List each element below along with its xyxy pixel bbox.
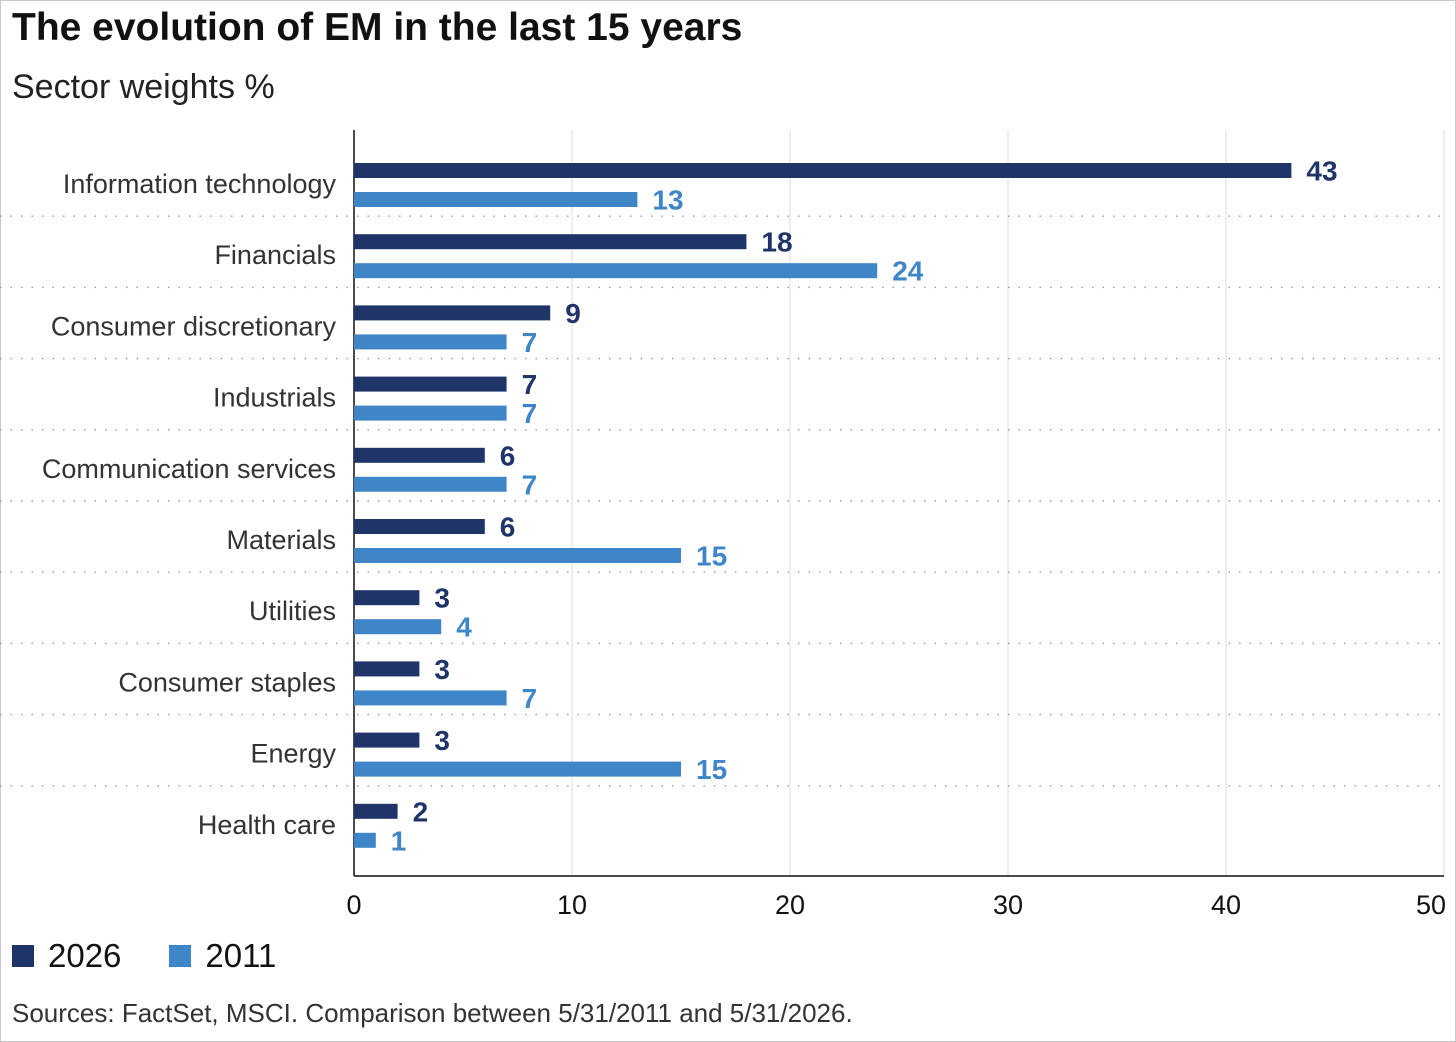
x-tick-label: 10	[557, 890, 587, 920]
data-label-2011: 7	[522, 327, 538, 358]
data-label-2011: 7	[522, 469, 538, 500]
category-label: Information technology	[63, 169, 337, 199]
bar-2011	[354, 405, 507, 421]
data-label-2026: 6	[500, 512, 516, 543]
x-tick-label: 0	[346, 890, 361, 920]
data-label-2011: 7	[522, 683, 538, 714]
bar-2011	[354, 334, 507, 350]
data-label-2026: 7	[522, 369, 538, 400]
x-tick-label: 40	[1211, 890, 1241, 920]
x-tick-label: 20	[775, 890, 805, 920]
data-label-2011: 13	[652, 185, 683, 216]
data-label-2026: 2	[413, 796, 429, 827]
legend-label-2011: 2011	[205, 937, 277, 974]
data-label-2026: 43	[1306, 156, 1337, 187]
bar-2011	[354, 263, 878, 279]
category-label: Energy	[250, 739, 336, 769]
bar-2011	[354, 192, 638, 207]
data-label-2026: 18	[761, 227, 792, 258]
category-label: Health care	[198, 810, 336, 840]
data-label-2011: 15	[696, 541, 727, 572]
bar-2026	[354, 305, 551, 321]
legend-swatch-2011	[169, 945, 192, 967]
data-label-2011: 7	[522, 398, 538, 429]
bar-2026	[354, 590, 420, 606]
data-label-2026: 6	[500, 440, 516, 471]
bar-2011	[354, 548, 681, 563]
category-label: Communication services	[42, 454, 336, 484]
legend-label-2026: 2026	[48, 937, 122, 974]
data-label-2011: 4	[456, 612, 472, 643]
data-label-2011: 1	[391, 825, 407, 856]
x-tick-label: 30	[993, 890, 1023, 920]
bar-2011	[354, 476, 507, 492]
bar-2026	[354, 234, 747, 250]
data-label-2011: 24	[892, 256, 924, 287]
bar-2026	[354, 803, 398, 819]
category-label: Consumer discretionary	[51, 311, 337, 341]
data-label-2026: 3	[434, 725, 450, 756]
category-label: Industrials	[213, 383, 336, 413]
data-label-2026: 3	[434, 583, 450, 614]
bar-2026	[354, 376, 507, 392]
category-label: Materials	[226, 525, 336, 555]
data-label-2026: 9	[565, 298, 581, 329]
category-label: Utilities	[249, 596, 336, 626]
bar-2011	[354, 690, 507, 706]
bar-2026	[354, 732, 420, 748]
bar-2026	[354, 661, 420, 677]
legend-item-2026: 2026	[12, 937, 121, 975]
data-label-2011: 15	[696, 754, 727, 785]
legend-swatch-2026	[12, 945, 34, 967]
category-label: Financials	[214, 240, 336, 270]
legend: 2026 2011	[12, 937, 324, 975]
bar-2026	[354, 163, 1292, 178]
bar-2026	[354, 519, 485, 534]
chart-title: The evolution of EM in the last 15 years	[12, 6, 743, 49]
x-tick-label: 50	[1416, 890, 1446, 920]
bar-2011	[354, 761, 681, 777]
category-label: Consumer staples	[118, 667, 336, 697]
bar-2011	[354, 619, 442, 635]
source-note: Sources: FactSet, MSCI. Comparison betwe…	[12, 998, 853, 1028]
data-label-2026: 3	[434, 654, 450, 685]
legend-item-2011: 2011	[169, 937, 276, 975]
chart-subtitle: Sector weights %	[12, 68, 275, 106]
bar-2026	[354, 447, 485, 463]
bar-2011	[354, 832, 376, 848]
